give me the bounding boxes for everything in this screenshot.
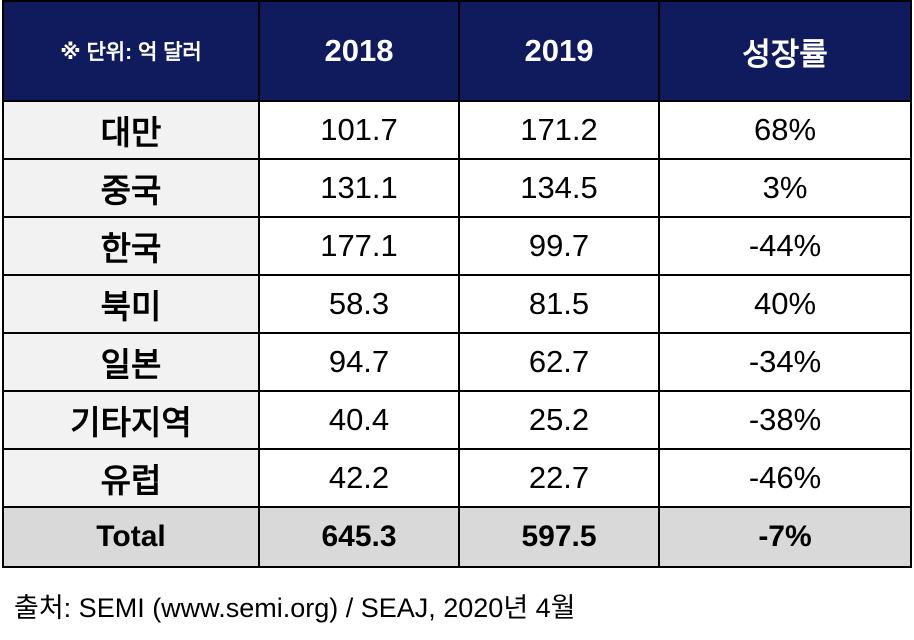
region-cell: 북미 xyxy=(2,274,260,334)
header-row: ※ 단위: 억 달러 2018 2019 성장률 xyxy=(2,0,912,102)
value-2018-cell: 131.1 xyxy=(258,158,460,218)
region-cell: 기타지역 xyxy=(2,390,260,450)
value-2019-cell: 81.5 xyxy=(458,274,660,334)
region-cell: 대만 xyxy=(2,100,260,160)
table-row: 대만 101.7 171.2 68% xyxy=(2,100,912,160)
table-row: 기타지역 40.4 25.2 -38% xyxy=(2,390,912,450)
column-header-growth: 성장률 xyxy=(658,0,912,102)
column-header-2019: 2019 xyxy=(458,0,660,102)
table-row: 한국 177.1 99.7 -44% xyxy=(2,216,912,276)
total-2019-cell: 597.5 xyxy=(458,506,660,568)
region-cell: 중국 xyxy=(2,158,260,218)
value-2019-cell: 22.7 xyxy=(458,448,660,508)
value-2018-cell: 101.7 xyxy=(258,100,460,160)
table-row: 북미 58.3 81.5 40% xyxy=(2,274,912,334)
source-note: 출처: SEMI (www.semi.org) / SEAJ, 2020년 4월 xyxy=(14,593,576,623)
region-cell: 한국 xyxy=(2,216,260,276)
region-cell: 일본 xyxy=(2,332,260,392)
value-2018-cell: 177.1 xyxy=(258,216,460,276)
growth-cell: -44% xyxy=(658,216,912,276)
value-2019-cell: 171.2 xyxy=(458,100,660,160)
growth-cell: 68% xyxy=(658,100,912,160)
value-2019-cell: 62.7 xyxy=(458,332,660,392)
growth-cell: 40% xyxy=(658,274,912,334)
total-row: Total 645.3 597.5 -7% xyxy=(2,506,912,568)
value-2019-cell: 134.5 xyxy=(458,158,660,218)
equipment-sales-table: ※ 단위: 억 달러 2018 2019 성장률 대만 101.7 171.2 … xyxy=(2,0,912,568)
table-body: 대만 101.7 171.2 68% 중국 131.1 134.5 3% 한국 … xyxy=(2,100,912,568)
value-2018-cell: 58.3 xyxy=(258,274,460,334)
growth-cell: -46% xyxy=(658,448,912,508)
table-row: 유럽 42.2 22.7 -46% xyxy=(2,448,912,508)
value-2018-cell: 94.7 xyxy=(258,332,460,392)
value-2019-cell: 99.7 xyxy=(458,216,660,276)
region-cell: 유럽 xyxy=(2,448,260,508)
growth-cell: 3% xyxy=(658,158,912,218)
unit-note: ※ 단위: 억 달러 xyxy=(2,0,260,102)
value-2018-cell: 40.4 xyxy=(258,390,460,450)
value-2019-cell: 25.2 xyxy=(458,390,660,450)
total-growth-cell: -7% xyxy=(658,506,912,568)
column-header-2018: 2018 xyxy=(258,0,460,102)
total-2018-cell: 645.3 xyxy=(258,506,460,568)
growth-cell: -34% xyxy=(658,332,912,392)
growth-cell: -38% xyxy=(658,390,912,450)
value-2018-cell: 42.2 xyxy=(258,448,460,508)
total-label: Total xyxy=(2,506,260,568)
table-row: 일본 94.7 62.7 -34% xyxy=(2,332,912,392)
table-row: 중국 131.1 134.5 3% xyxy=(2,158,912,218)
